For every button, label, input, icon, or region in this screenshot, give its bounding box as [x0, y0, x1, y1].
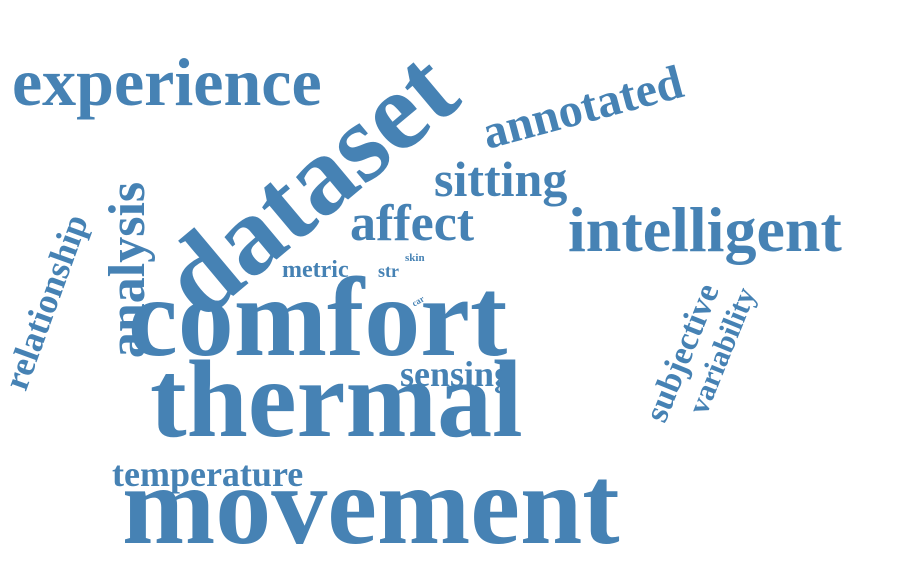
word-sensing: sensing	[400, 354, 513, 394]
word-comfort: comfort	[128, 256, 508, 380]
word-str: str	[378, 261, 399, 281]
word-analysis: analysis	[99, 181, 157, 359]
word-affect: affect	[350, 195, 475, 252]
word-sitting: sitting	[434, 151, 568, 207]
word-temperature: temperature	[112, 454, 304, 494]
word-movement: movement	[122, 444, 620, 568]
word-annotated: annotated	[476, 55, 689, 160]
word-experience: experience	[12, 44, 322, 120]
word-relationship: relationship	[0, 209, 96, 395]
word-skin: skin	[405, 252, 425, 264]
word-thermal: thermal	[150, 338, 523, 460]
word-intelligent: intelligent	[568, 194, 842, 265]
word-metric: metric	[282, 257, 349, 283]
